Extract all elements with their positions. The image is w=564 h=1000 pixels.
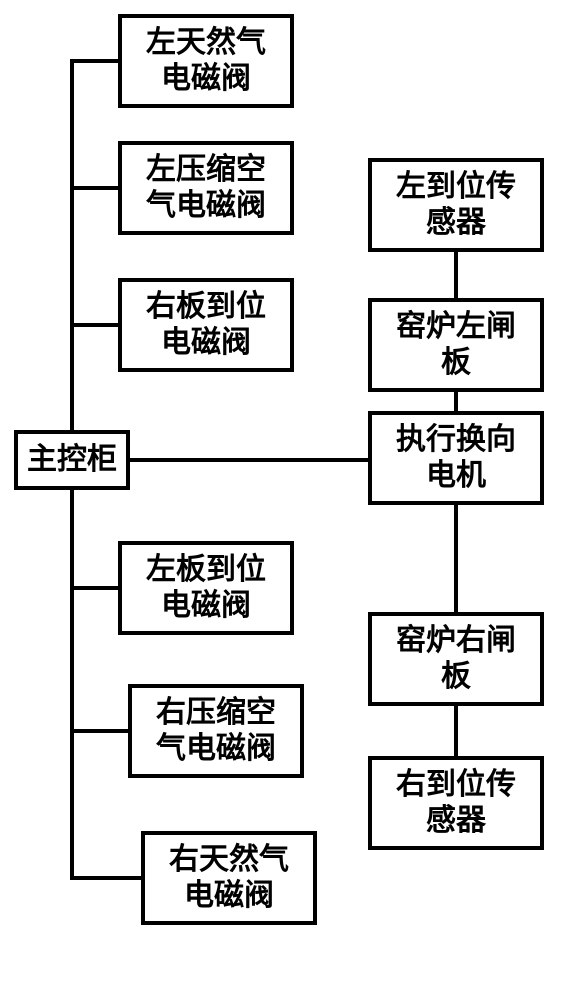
- node-r_gate: 窑炉右闸板: [370, 614, 542, 704]
- node-l_sens: 左到位传感器: [370, 160, 542, 250]
- edge-main-r_pos: [72, 325, 120, 432]
- flowchart: 主控柜左天然气电磁阀左压缩空气电磁阀右板到位电磁阀左板到位电磁阀右压缩空气电磁阀…: [0, 0, 564, 1000]
- edge-main-motor: [128, 458, 370, 460]
- node-r_sens-label-line-1: 感器: [426, 804, 487, 837]
- node-motor-label-line-1: 电机: [426, 459, 486, 492]
- node-l_air-label-line-0: 左压缩空: [146, 153, 266, 186]
- node-main: 主控柜: [16, 432, 128, 488]
- node-r_pos-label-line-0: 右板到位: [146, 289, 266, 323]
- node-l_ng-label-line-1: 电磁阀: [161, 61, 251, 95]
- node-main-label-line-0: 主控柜: [27, 443, 117, 476]
- node-l_pos: 左板到位电磁阀: [120, 543, 292, 633]
- node-r_air-label-line-1: 气电磁阀: [156, 731, 276, 765]
- edge-main-l_pos: [72, 488, 120, 588]
- node-r_sens: 右到位传感器: [370, 758, 542, 848]
- node-l_air-label-line-1: 气电磁阀: [146, 188, 266, 222]
- node-l_pos-label-line-1: 电磁阀: [161, 588, 251, 622]
- node-r_gate-label-line-1: 板: [441, 660, 471, 693]
- node-r_gate-label-line-0: 窑炉右闸: [396, 624, 516, 657]
- node-l_air: 左压缩空气电磁阀: [120, 143, 292, 233]
- node-r_ng-label-line-1: 电磁阀: [184, 878, 274, 912]
- node-motor: 执行换向电机: [370, 413, 542, 503]
- node-l_sens-label-line-1: 感器: [426, 206, 487, 239]
- node-r_air-label-line-0: 右压缩空: [156, 696, 276, 729]
- node-r_ng-label-line-0: 右天然气: [169, 842, 289, 876]
- node-r_pos: 右板到位电磁阀: [120, 280, 292, 370]
- node-l_ng-label-line-0: 左天然气: [146, 25, 266, 59]
- node-r_pos-label-line-1: 电磁阀: [161, 325, 251, 359]
- edge-main-l_ng: [72, 61, 120, 432]
- node-l_gate: 窑炉左闸板: [370, 300, 542, 390]
- node-r_sens-label-line-0: 右到位传: [396, 767, 516, 801]
- node-motor-label-line-0: 执行换向: [396, 423, 516, 456]
- node-r_air: 右压缩空气电磁阀: [130, 686, 302, 776]
- node-l_gate-label-line-1: 板: [441, 346, 471, 379]
- node-l_gate-label-line-0: 窑炉左闸: [396, 310, 516, 343]
- node-l_ng: 左天然气电磁阀: [120, 16, 292, 106]
- node-l_pos-label-line-0: 左板到位: [146, 552, 266, 586]
- node-r_ng: 右天然气电磁阀: [143, 833, 315, 923]
- node-l_sens-label-line-0: 左到位传: [396, 169, 516, 203]
- edge-main-l_air: [72, 188, 120, 432]
